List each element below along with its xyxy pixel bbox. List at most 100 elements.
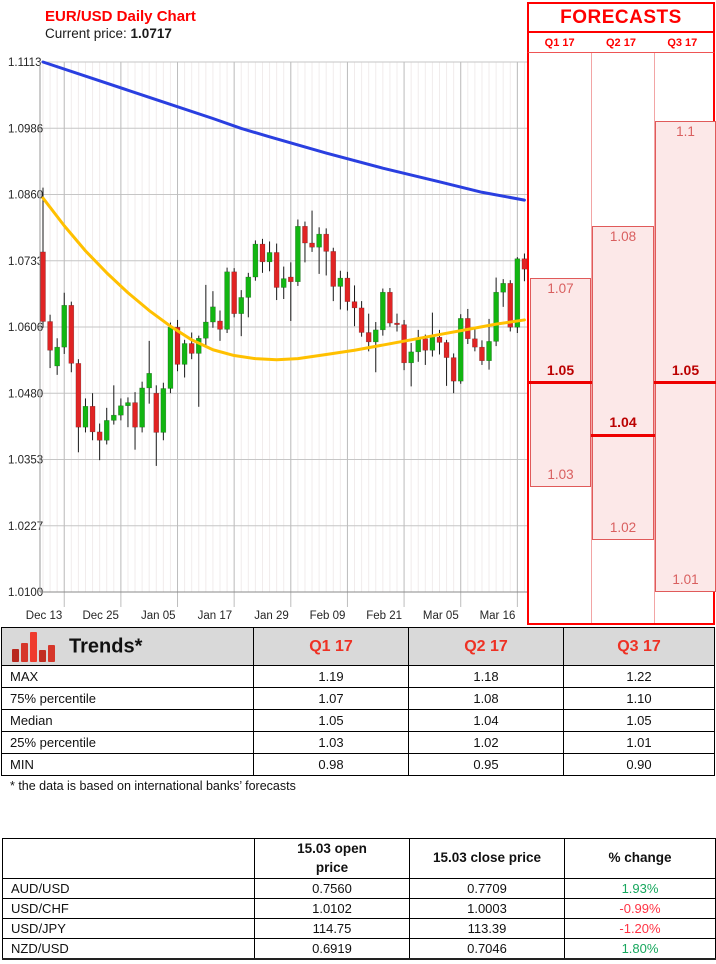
current-price-value: 1.0717	[130, 26, 172, 41]
open-price: 0.6919	[254, 938, 410, 959]
y-axis-label: 1.1113	[8, 57, 41, 69]
forecast-range-value: 1.01	[672, 572, 699, 587]
candle-up	[486, 341, 492, 361]
trends-row-label: MIN	[1, 753, 254, 776]
candle-up	[238, 297, 244, 314]
current-price: Current price: 1.0717	[45, 26, 172, 41]
table-row: NZD/USD 0.6919 0.7046 1.80%	[2, 938, 716, 959]
candle-down	[174, 327, 181, 365]
open-price: 0.7560	[254, 878, 410, 899]
close-price: 0.7709	[409, 878, 565, 899]
trends-value: 1.18	[408, 665, 564, 688]
table-row: Median 1.05 1.04 1.05	[1, 709, 715, 732]
x-axis-label: Dec 25	[82, 610, 118, 622]
candle-down	[68, 305, 75, 364]
forecasts-panel: 1.07 1.05 1.03 1.08 1.04 1.02 1.1 1.05 1.01	[527, 53, 716, 625]
candle-down	[450, 357, 457, 382]
candle-up	[514, 258, 521, 328]
trends-value: 0.95	[408, 753, 564, 776]
candle-down	[40, 251, 46, 322]
forecast-range-value: 1.1	[676, 124, 695, 140]
y-axis-label: 1.0733	[8, 256, 43, 268]
candle-up	[380, 291, 386, 331]
forecast-median-line	[654, 381, 716, 385]
y-axis-label: 1.0606	[8, 322, 43, 334]
trends-col-header: Q1 17	[253, 627, 409, 666]
candle-down	[302, 226, 308, 244]
pairs-col-header	[2, 838, 255, 879]
trends-value: 1.19	[253, 665, 409, 688]
forecasts-title: FORECASTS	[527, 2, 715, 33]
close-price: 1.0003	[409, 898, 565, 919]
candle-down	[153, 392, 160, 433]
close-price: 0.7046	[409, 938, 565, 959]
candle-down	[330, 251, 337, 287]
candle-down	[231, 271, 237, 314]
trends-value: 1.04	[408, 709, 564, 732]
candle-up	[429, 336, 436, 351]
candle-up	[245, 276, 252, 298]
trends-value: 1.07	[253, 687, 409, 710]
y-axis-label: 1.0480	[8, 388, 43, 400]
fx-pairs-table: 15.03 open price 15.03 close price% chang…	[2, 838, 716, 960]
table-row: MAX 1.19 1.18 1.22	[1, 665, 715, 688]
candle-down	[273, 252, 280, 288]
candle-up	[373, 329, 379, 343]
forecast-median-value: 1.05	[546, 361, 575, 378]
close-price: 113.39	[409, 918, 565, 939]
forecast-range-box	[655, 121, 716, 592]
pair-label: AUD/USD	[2, 878, 255, 899]
forecast-range-value: 1.03	[547, 467, 574, 483]
trends-col-header: Q3 17	[563, 627, 715, 666]
trends-value: 0.98	[253, 753, 409, 776]
candle-up	[203, 321, 209, 339]
candle-up	[252, 243, 259, 278]
candle-down	[47, 321, 53, 351]
candle-up	[103, 420, 110, 441]
candle-up	[500, 283, 506, 293]
x-axis-label: Jan 29	[254, 610, 289, 622]
chart-title: EUR/USD Daily Chart	[45, 8, 196, 25]
trends-row-label: MAX	[1, 665, 254, 688]
candle-up	[457, 318, 464, 382]
price-chart: 1.1113 1.0986 1.0860 1.0733 1.0606 1.0480 1.03…	[8, 57, 528, 622]
trends-value: 1.01	[563, 731, 715, 754]
percent-change: 1.93%	[564, 878, 716, 899]
candle-up	[125, 402, 131, 406]
candle-down	[89, 406, 96, 433]
x-axis-label: Jan 17	[198, 610, 233, 622]
trends-table: Trends* Q1 17 Q2 17 Q3 17 MAX 1.19 1.18 1.22 75%…	[1, 627, 715, 776]
x-axis-label: Mar 16	[480, 610, 516, 622]
percent-change: -1.20%	[564, 918, 716, 939]
candle-down	[422, 338, 429, 351]
candle-down	[288, 276, 294, 282]
x-axis-label: Dec 13	[26, 610, 62, 622]
y-axis-label: 1.0353	[8, 455, 43, 467]
candle-up	[118, 405, 124, 416]
candle-down	[472, 338, 478, 348]
current-price-label: Current price:	[45, 26, 127, 41]
candle-up	[210, 306, 216, 323]
candle-down	[188, 343, 195, 354]
candle-down	[365, 332, 372, 343]
trends-row-label: 25% percentile	[1, 731, 254, 754]
trends-row-label: 75% percentile	[1, 687, 254, 710]
forecast-range-box	[592, 225, 654, 540]
forecast-median-value: 1.04	[609, 414, 637, 431]
y-axis-label: 1.0860	[8, 190, 43, 202]
x-axis-label: Mar 05	[423, 610, 459, 622]
candle-down	[323, 233, 329, 252]
forecast-column-divider	[654, 53, 655, 623]
pairs-col-header: 15.03 close price	[409, 838, 565, 879]
trends-row-label: Median	[1, 709, 254, 732]
pairs-col-header: 15.03 open price	[254, 838, 410, 879]
trends-title: Trends*	[1, 627, 254, 666]
candle-up	[266, 252, 273, 263]
candle-down	[479, 346, 485, 361]
forecast-median-value: 1.05	[671, 361, 700, 378]
trends-value: 1.10	[563, 687, 715, 710]
candle-up	[337, 277, 344, 287]
pair-label: USD/JPY	[2, 918, 255, 939]
bar-chart-icon	[12, 631, 55, 662]
